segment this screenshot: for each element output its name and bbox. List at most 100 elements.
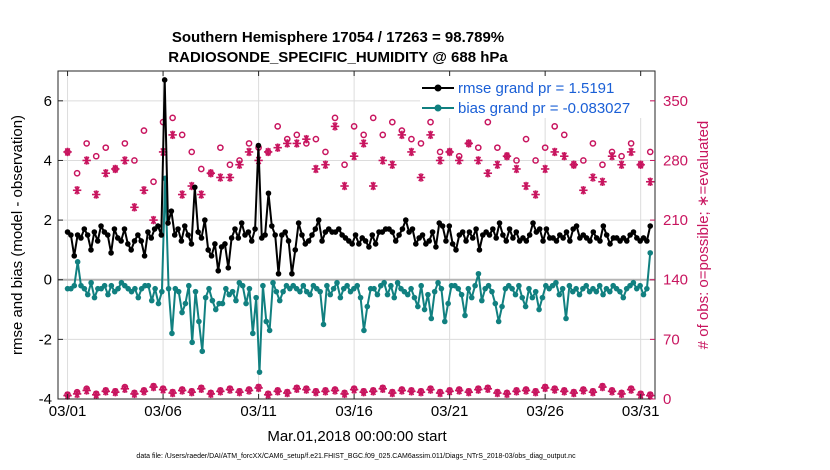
bias-data-point [468, 294, 475, 301]
rmse-data-point [399, 226, 406, 232]
obs-possible-marker [580, 157, 587, 164]
rmse-data-point [98, 223, 104, 229]
rmse-data-point [644, 238, 650, 244]
legend-bias-marker [434, 104, 442, 112]
chart-subtitle: RADIOSONDE_SPECIFIC_HUMIDITY @ 688 hPa [168, 49, 508, 66]
obs-evaluated-marker [369, 181, 378, 191]
bias-data-point [297, 288, 303, 295]
obs-evaluated-marker [550, 385, 559, 394]
obs-evaluated-marker [216, 387, 225, 396]
bias-data-point [495, 318, 502, 325]
bias-data-point [364, 303, 371, 310]
bias-data-point [233, 297, 239, 304]
obs-evaluated-marker [626, 147, 636, 157]
bias-data-point [212, 306, 219, 313]
obs-evaluated-marker [349, 385, 359, 394]
bias-data-point [273, 288, 280, 295]
bias-data-point [445, 300, 451, 307]
rmse-data-point [466, 229, 473, 235]
obs-evaluated-marker [120, 384, 130, 393]
obs-evaluated-marker [464, 387, 473, 397]
obs-evaluated-marker [579, 186, 588, 195]
obs-evaluated-marker [283, 388, 292, 398]
obs-evaluated-marker [521, 181, 531, 191]
y2-tick-label: 70 [663, 331, 680, 348]
bias-data-point [202, 294, 209, 301]
obs-evaluated-marker [502, 389, 512, 399]
obs-possible-marker [92, 152, 100, 160]
data-file-footnote: data file: /Users/raeder/DAI/ATM_forcXX/… [136, 453, 576, 460]
obs-evaluated-marker [512, 387, 521, 396]
bias-data-point [155, 300, 162, 307]
bias-data-point [415, 303, 421, 310]
obs-evaluated-marker [349, 151, 359, 161]
rmse-data-point [587, 238, 593, 244]
rmse-data-point [319, 238, 325, 244]
obs-possible-marker [589, 140, 597, 147]
obs-evaluated-marker [292, 384, 301, 393]
rmse-data-point [476, 247, 483, 253]
bias-data-point [553, 279, 559, 286]
obs-evaluated-marker [302, 385, 311, 394]
bias-data-point [536, 306, 542, 313]
bias-data-point [324, 282, 330, 289]
bias-data-point [509, 285, 515, 292]
rmse-data-point [262, 232, 268, 238]
rmse-data-point [315, 217, 322, 223]
bias-data-point [593, 288, 600, 295]
y2-tick-label: 350 [663, 93, 688, 110]
rmse-data-point [486, 232, 493, 238]
bias-data-point [563, 315, 569, 322]
bias-data-point [519, 294, 526, 301]
bias-data-point [239, 282, 246, 289]
obs-evaluated-marker [206, 169, 216, 178]
obs-evaluated-marker [92, 390, 101, 399]
rmse-data-point [510, 235, 516, 241]
bias-data-point [317, 288, 323, 295]
obs-evaluated-marker [540, 164, 550, 174]
obs-possible-marker [217, 144, 224, 152]
rmse-data-point [590, 229, 597, 235]
bias-data-point [196, 318, 202, 325]
rmse-data-point [78, 235, 84, 241]
rmse-data-point [269, 223, 275, 229]
obs-possible-marker [331, 114, 339, 122]
bias-data-point [74, 259, 81, 265]
obs-evaluated-marker [588, 173, 598, 182]
obs-evaluated-marker [474, 385, 483, 394]
bias-data-point [522, 303, 529, 310]
obs-evaluated-marker [388, 160, 397, 169]
bias-data-point [260, 282, 266, 289]
rmse-data-point [275, 270, 282, 277]
y2-tick-label: 0 [663, 391, 671, 408]
x-tick-label: 03/01 [49, 403, 87, 420]
obs-evaluated-marker [435, 156, 445, 165]
obs-possible-marker [522, 135, 530, 143]
bias-data-point [209, 297, 216, 304]
y-tick-label: 2 [44, 212, 52, 229]
obs-evaluated-marker [139, 186, 149, 195]
rmse-data-point [145, 229, 151, 235]
obs-evaluated-marker [72, 186, 82, 195]
rmse-data-point [443, 238, 449, 244]
obs-evaluated-marker [225, 173, 235, 182]
obs-possible-marker [513, 157, 520, 164]
bias-data-point [394, 279, 401, 286]
y-axis-label: rmse and bias (model - observation) [9, 115, 26, 355]
bias-data-point [499, 303, 505, 310]
rmse-data-point [125, 241, 131, 247]
rmse-data-point [81, 226, 88, 232]
rmse-data-point [530, 220, 536, 226]
rmse-data-point [312, 226, 319, 232]
obs-evaluated-marker [598, 382, 607, 392]
bias-data-point [219, 300, 226, 307]
y-axis-ticks: -4 -2 0 2 4 6 [39, 93, 63, 408]
y-tick-label: 4 [44, 152, 52, 169]
obs-evaluated-marker [359, 139, 368, 148]
bias-data-point [307, 291, 313, 298]
bias-data-point [361, 327, 367, 334]
obs-evaluated-marker [483, 169, 493, 178]
rmse-data-point [426, 238, 433, 244]
obs-possible-marker [293, 131, 301, 139]
rmse-data-point [473, 226, 479, 232]
